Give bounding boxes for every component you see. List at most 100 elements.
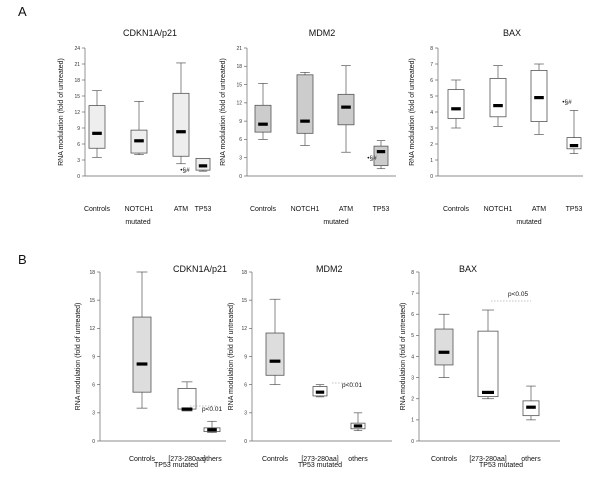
y-tick-label: 1 <box>430 158 433 164</box>
y-tick-label: 24 <box>74 46 80 52</box>
category-label: Controls <box>129 456 156 463</box>
category-label: ATM <box>339 206 353 213</box>
y-tick-label: 18 <box>89 270 95 276</box>
y-axis-label: RNA modulation (fold of untreated) <box>400 303 407 411</box>
category-label: TP53 <box>373 206 390 213</box>
box-3: ATM <box>337 65 355 213</box>
y-tick-label: 3 <box>77 158 80 164</box>
category-label: Controls <box>262 456 289 463</box>
y-tick-label: 9 <box>92 354 95 360</box>
chart-title: BAX <box>459 264 477 274</box>
box-1: Controls <box>443 79 470 213</box>
category-label: NOTCH1 <box>291 206 320 213</box>
box-1: Controls <box>250 83 277 213</box>
y-tick-label: 5 <box>411 333 414 339</box>
y-tick-label: 1 <box>411 418 414 424</box>
box-2: [273-280aa] <box>301 384 339 463</box>
category-label: others <box>521 456 541 463</box>
category-label: [273-280aa] <box>301 456 338 463</box>
y-axis-label: RNA modulation (fold of untreated) <box>58 58 65 166</box>
box-body <box>88 105 106 149</box>
category-label: [273-280aa] <box>168 456 205 463</box>
y-tick-label: 18 <box>74 78 80 84</box>
y-tick-label: 15 <box>236 82 242 88</box>
chart-title: CDKN1A/p21 <box>173 264 227 274</box>
y-tick-label: 18 <box>236 64 242 70</box>
box-body <box>477 330 499 398</box>
y-tick-label: 0 <box>411 439 414 445</box>
category-label: ATM <box>532 206 546 213</box>
box-body <box>566 137 582 150</box>
box-1: Controls <box>262 298 289 463</box>
box-3: others <box>202 420 222 463</box>
y-tick-label: 8 <box>411 270 414 276</box>
y-tick-label: 0 <box>244 439 247 445</box>
box-1: Controls <box>129 271 156 463</box>
panel-letter-a: A <box>18 4 27 19</box>
category-label: Controls <box>431 456 458 463</box>
category-label: TP53 <box>566 206 583 213</box>
y-axis-label: RNA modulation (fold of untreated) <box>220 58 227 166</box>
chart-title: BAX <box>503 28 521 38</box>
group-label: TP53 mutated <box>154 462 198 469</box>
y-tick-label: 0 <box>77 174 80 180</box>
category-label: ATM <box>174 206 188 213</box>
category-label: Controls <box>443 206 470 213</box>
group-label: mutated <box>516 219 541 226</box>
y-tick-label: 2 <box>411 397 414 403</box>
p-value-label: p<0.01 <box>342 382 362 389</box>
group-label: mutated <box>323 219 348 226</box>
group-label: TP53 mutated <box>298 462 342 469</box>
y-tick-label: 8 <box>430 46 433 52</box>
group-label: TP53 mutated <box>479 462 523 469</box>
y-tick-label: 21 <box>236 46 242 52</box>
y-tick-label: 15 <box>89 298 95 304</box>
category-label: others <box>348 456 368 463</box>
y-tick-label: 21 <box>74 62 80 68</box>
y-tick-label: 3 <box>92 411 95 417</box>
chart-2: MDM2 RNA modulation (fold of untreated) 0 3… <box>220 28 396 226</box>
box-4: TP53 <box>195 157 211 213</box>
group-label: mutated <box>125 219 150 226</box>
box-1: Controls <box>84 90 111 213</box>
y-tick-label: 3 <box>239 156 242 162</box>
box-3: others <box>521 385 541 463</box>
y-tick-label: 6 <box>430 78 433 84</box>
y-tick-label: 7 <box>411 291 414 297</box>
box-2: NOTCH1 <box>125 100 154 213</box>
box-body <box>434 328 454 366</box>
box-3: ATM <box>530 63 548 213</box>
panel-letter-b: B <box>18 252 27 267</box>
box-3: ATM <box>172 62 190 213</box>
box-body <box>489 78 507 118</box>
category-label: others <box>202 456 222 463</box>
box-4: TP53 <box>373 140 390 213</box>
y-tick-label: 4 <box>411 354 414 360</box>
y-tick-label: 9 <box>77 126 80 132</box>
category-label: NOTCH1 <box>125 206 154 213</box>
chart-4: CDKN1A/p21 RNA modulation (fold of untrea… <box>75 264 227 469</box>
box-2: NOTCH1 <box>291 72 320 213</box>
chart-6: BAX RNA modulation (fold of untreated) 0 1 2… <box>400 264 560 469</box>
y-tick-label: 12 <box>241 326 247 332</box>
box-body <box>172 92 190 157</box>
y-tick-label: 6 <box>244 382 247 388</box>
y-tick-label: 7 <box>430 62 433 68</box>
y-tick-label: 6 <box>411 312 414 318</box>
y-tick-label: 12 <box>236 101 242 107</box>
chart-1: CDKN1A/p21 RNA modulation (fold of untrea… <box>58 28 211 226</box>
y-tick-label: 0 <box>92 439 95 445</box>
y-tick-label: 2 <box>430 142 433 148</box>
y-tick-label: 3 <box>430 126 433 132</box>
box-body <box>254 104 272 133</box>
y-axis-label: RNA modulation (fold of untreated) <box>228 303 235 411</box>
y-axis-label: RNA modulation (fold of untreated) <box>75 303 82 411</box>
y-axis-label: RNA modulation (fold of untreated) <box>409 58 416 166</box>
y-tick-label: 12 <box>89 326 95 332</box>
significance-annotation: •§# <box>367 155 377 162</box>
box-1: Controls <box>431 313 458 463</box>
p-value-label: p<0.01 <box>202 406 222 413</box>
y-tick-label: 9 <box>244 354 247 360</box>
